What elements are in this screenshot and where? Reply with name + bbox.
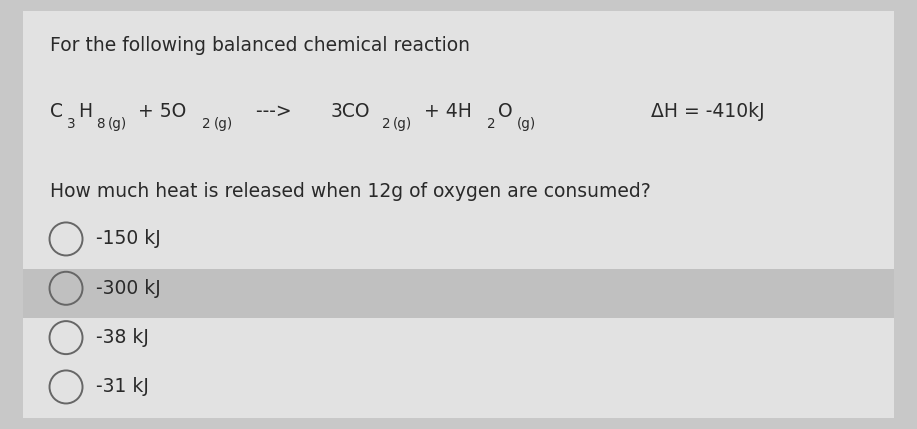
Bar bbox=[23, 269, 894, 318]
Text: 2: 2 bbox=[203, 117, 211, 130]
Text: + 4H: + 4H bbox=[417, 102, 471, 121]
Text: 2: 2 bbox=[381, 117, 391, 130]
Text: 3: 3 bbox=[67, 117, 76, 130]
Text: (g): (g) bbox=[392, 117, 412, 130]
Text: How much heat is released when 12g of oxygen are consumed?: How much heat is released when 12g of ox… bbox=[50, 182, 651, 201]
Text: -31 kJ: -31 kJ bbox=[96, 378, 149, 396]
Text: 2: 2 bbox=[487, 117, 496, 130]
Text: 3CO: 3CO bbox=[331, 102, 370, 121]
FancyBboxPatch shape bbox=[23, 11, 894, 418]
Text: 8: 8 bbox=[96, 117, 105, 130]
Text: -300 kJ: -300 kJ bbox=[96, 279, 161, 298]
Text: H: H bbox=[78, 102, 93, 121]
Text: C: C bbox=[50, 102, 63, 121]
Text: (g): (g) bbox=[107, 117, 127, 130]
Text: O: O bbox=[498, 102, 513, 121]
Text: (g): (g) bbox=[517, 117, 536, 130]
Text: + 5O: + 5O bbox=[132, 102, 187, 121]
Text: --->: ---> bbox=[238, 102, 310, 121]
Text: -38 kJ: -38 kJ bbox=[96, 328, 149, 347]
Text: (g): (g) bbox=[214, 117, 233, 130]
Text: ΔH = -410kJ: ΔH = -410kJ bbox=[651, 102, 765, 121]
Text: -150 kJ: -150 kJ bbox=[96, 230, 161, 248]
Text: For the following balanced chemical reaction: For the following balanced chemical reac… bbox=[50, 36, 470, 55]
